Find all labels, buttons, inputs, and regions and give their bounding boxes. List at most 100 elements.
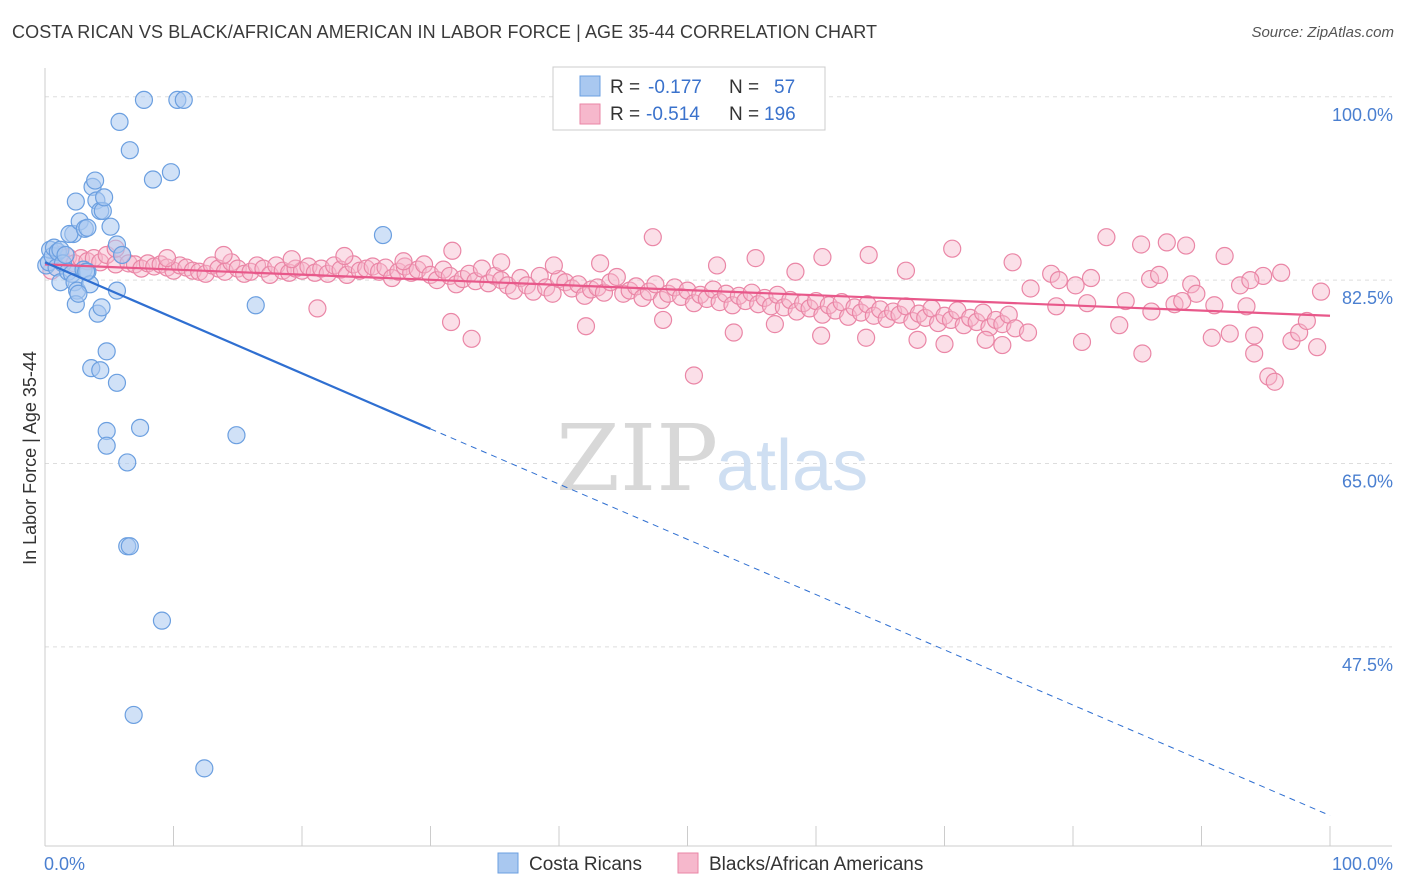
data-point-costa-ricans	[86, 171, 105, 190]
data-point-blacks	[1140, 269, 1160, 289]
data-point-blacks	[591, 254, 610, 273]
data-point-costa-ricans	[91, 361, 110, 380]
data-point-blacks	[943, 239, 962, 258]
data-point-costa-ricans	[69, 284, 88, 303]
data-point-blacks	[1202, 328, 1221, 347]
series-costa-ricans-points	[37, 90, 393, 778]
data-point-costa-ricans	[246, 296, 265, 315]
legend-r-value-1: -0.177	[648, 77, 702, 98]
data-point-blacks	[1245, 344, 1264, 363]
y-tick-label: 47.5%	[1342, 655, 1393, 675]
data-point-blacks	[1245, 326, 1264, 345]
data-point-blacks	[1110, 316, 1129, 335]
data-point-blacks	[414, 255, 434, 274]
data-point-blacks	[813, 247, 832, 267]
data-point-costa-ricans	[56, 245, 75, 265]
data-point-costa-ricans	[66, 192, 85, 211]
data-point-blacks	[724, 323, 743, 342]
data-point-blacks	[576, 317, 596, 336]
legend-r-value-2: -0.514	[646, 104, 700, 125]
bottom-legend-blacks: Blacks/African Americans	[709, 854, 923, 875]
watermark-zip: ZIP	[556, 405, 718, 512]
data-point-blacks	[1205, 296, 1224, 315]
data-point-blacks	[935, 334, 954, 354]
bottom-legend-swatch-pink	[677, 852, 699, 874]
legend-n-label-1: N =	[729, 77, 759, 98]
source-label: Source: ZipAtlas.com	[1251, 24, 1394, 41]
data-point-blacks	[976, 330, 995, 349]
data-point-blacks	[1142, 302, 1161, 321]
data-point-blacks	[1047, 297, 1066, 316]
data-point-blacks	[761, 297, 781, 316]
data-point-blacks	[857, 328, 876, 347]
data-point-blacks	[308, 299, 327, 318]
data-point-blacks	[335, 246, 354, 266]
ticks-layer: 47.5% 65.0% 82.5% 100.0% 0.0% 100.0%	[44, 105, 1393, 874]
data-point-blacks	[1182, 275, 1201, 294]
data-point-blacks	[214, 245, 233, 265]
data-point-costa-ricans	[97, 436, 116, 455]
bottom-legend: Costa Ricans Blacks/African Americans	[497, 852, 923, 875]
data-point-costa-ricans	[110, 112, 129, 132]
chart-title: COSTA RICAN VS BLACK/AFRICAN AMERICAN IN…	[12, 22, 878, 42]
data-point-blacks	[1297, 311, 1316, 331]
data-point-costa-ricans	[97, 342, 116, 361]
data-point-blacks	[394, 252, 413, 271]
data-point-costa-ricans	[130, 418, 150, 437]
data-point-blacks	[1230, 276, 1250, 295]
series-blacks-points	[42, 228, 1331, 391]
y-tick-label: 100.0%	[1332, 105, 1393, 125]
data-point-blacks	[1272, 263, 1291, 282]
legend-n-label-2: N =	[729, 104, 759, 125]
data-point-blacks	[1311, 282, 1331, 301]
trendline-costa-ricans	[44, 261, 431, 430]
data-point-blacks	[1241, 271, 1260, 290]
data-point-blacks	[1132, 235, 1151, 254]
data-point-costa-ricans	[120, 141, 139, 160]
data-point-blacks	[1157, 233, 1176, 252]
data-point-blacks	[1116, 291, 1135, 311]
data-point-blacks	[1308, 338, 1327, 357]
data-point-blacks	[462, 329, 481, 348]
data-point-costa-ricans	[195, 759, 214, 778]
data-point-blacks	[1078, 294, 1097, 313]
data-point-blacks	[1265, 372, 1284, 391]
data-point-blacks	[282, 250, 301, 269]
x-tick-label: 0.0%	[44, 854, 85, 874]
legend: R = -0.177 N = 57 R = -0.514 N = 196	[552, 66, 826, 131]
data-point-costa-ricans	[124, 705, 143, 725]
data-point-blacks	[859, 245, 878, 265]
y-tick-label: 65.0%	[1342, 471, 1393, 491]
data-point-costa-ricans	[227, 426, 246, 445]
data-point-blacks	[1220, 324, 1239, 343]
data-point-blacks	[1176, 236, 1196, 255]
data-point-costa-ricans	[118, 453, 137, 472]
trend-layer	[44, 261, 1331, 816]
data-point-blacks	[1215, 246, 1234, 266]
data-point-blacks	[1237, 297, 1256, 316]
bottom-legend-costa-ricans: Costa Ricans	[529, 854, 642, 875]
data-point-costa-ricans	[134, 90, 154, 110]
data-point-blacks	[441, 312, 461, 332]
data-point-blacks	[492, 253, 511, 272]
data-point-blacks	[594, 283, 614, 302]
data-point-blacks	[812, 326, 831, 345]
data-point-blacks	[1003, 253, 1022, 272]
axes-layer	[44, 68, 1392, 847]
data-point-blacks	[653, 310, 673, 330]
data-point-blacks	[684, 366, 704, 385]
legend-swatch-blue	[579, 75, 601, 97]
grid-layer	[45, 96, 1392, 648]
data-point-costa-ricans	[120, 537, 139, 556]
data-point-blacks	[1097, 228, 1116, 247]
data-point-costa-ricans	[143, 170, 163, 189]
data-point-blacks	[1187, 284, 1206, 303]
data-point-blacks	[908, 330, 927, 349]
data-point-costa-ricans	[152, 611, 172, 630]
data-point-blacks	[1173, 291, 1192, 311]
watermark: ZIP atlas	[556, 405, 868, 512]
data-point-blacks	[1081, 268, 1101, 288]
data-point-blacks	[1021, 279, 1040, 298]
data-point-blacks	[1018, 323, 1038, 342]
